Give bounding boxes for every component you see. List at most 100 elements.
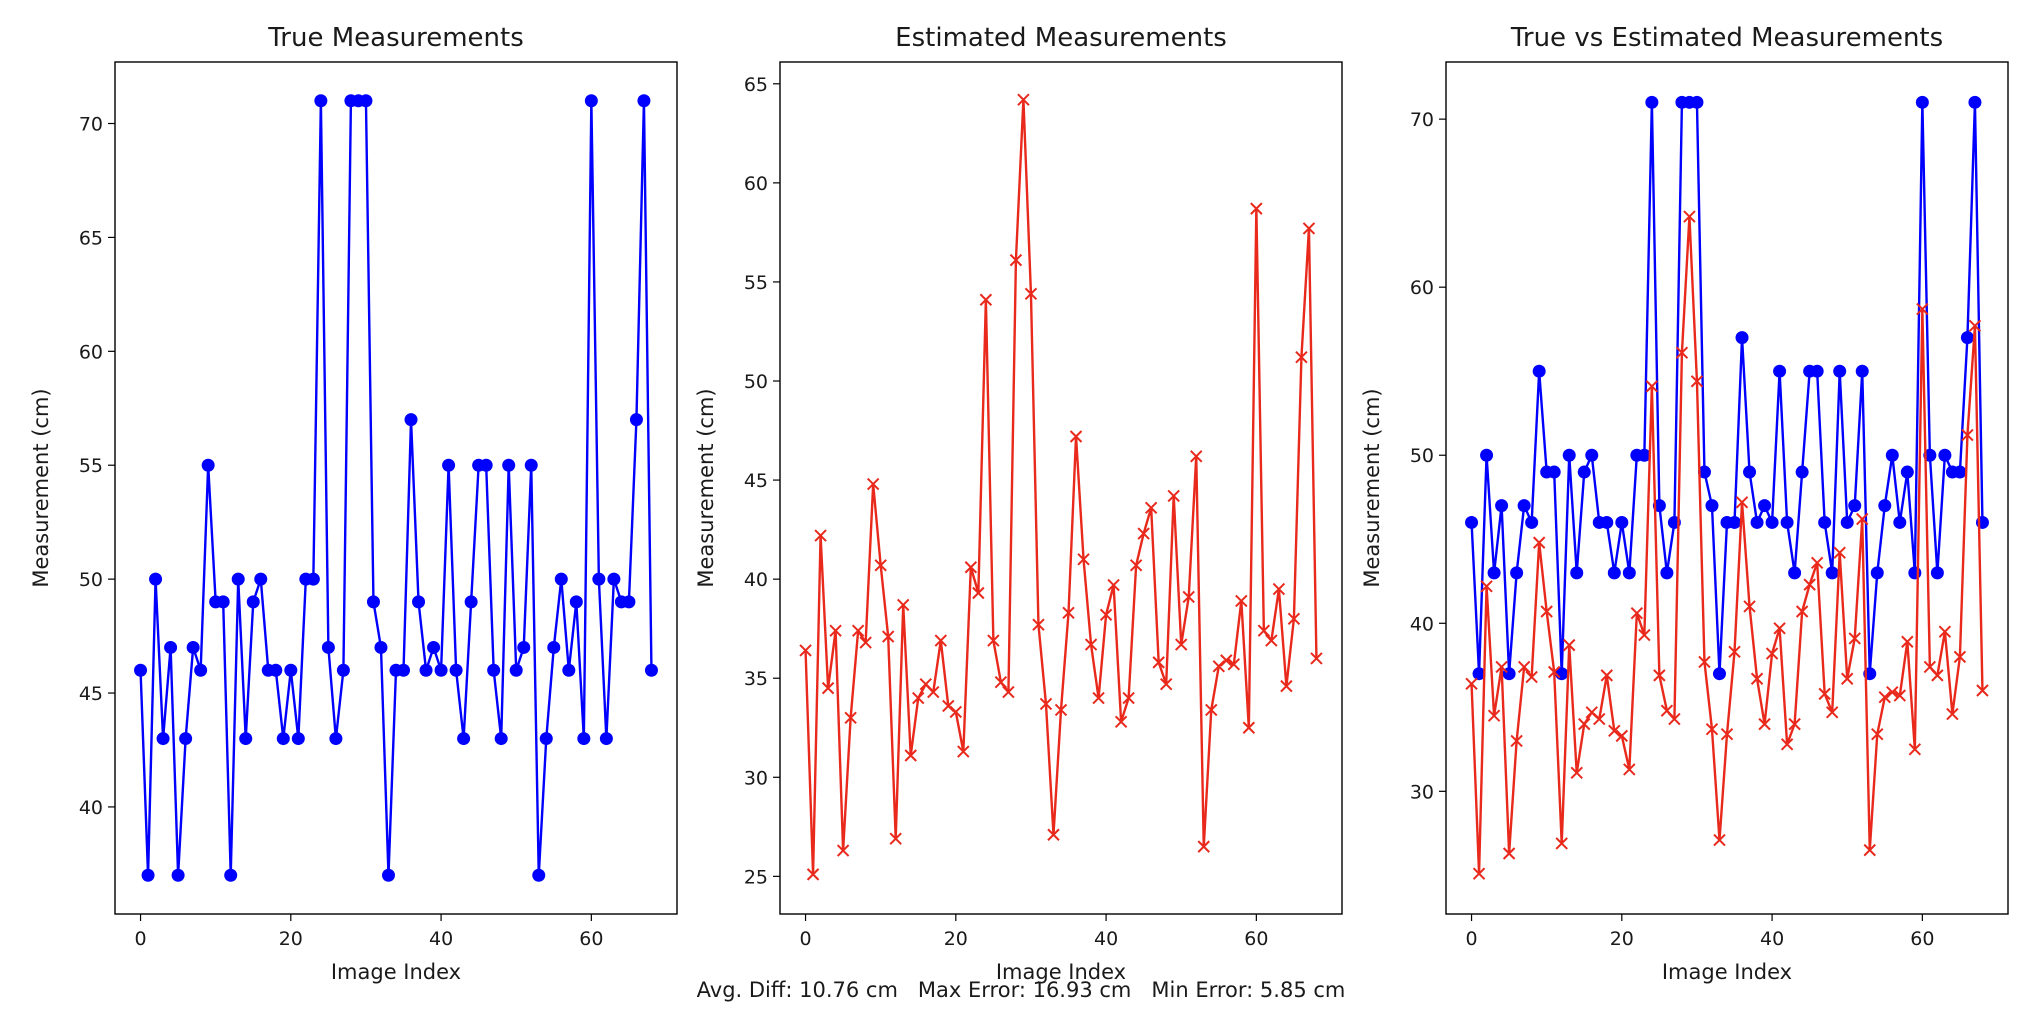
x-tick-label: 0	[1465, 928, 1477, 950]
data-point	[216, 595, 230, 609]
data-point	[464, 595, 478, 609]
y-tick-label: 40	[744, 569, 768, 591]
data-point	[592, 572, 606, 586]
data-point	[194, 663, 208, 677]
data-point	[1009, 253, 1023, 267]
data-point	[1099, 608, 1113, 622]
data-point	[1938, 448, 1952, 462]
data-point	[1886, 685, 1899, 699]
x-tick-label: 40	[1094, 928, 1118, 950]
x-tick-label: 60	[1244, 928, 1268, 950]
data-point	[866, 477, 880, 491]
data-point	[1547, 465, 1561, 479]
x-tick-label: 0	[134, 928, 146, 950]
x-axis-label: Image Index	[331, 960, 461, 984]
data-point	[949, 705, 963, 719]
y-tick-label: 65	[79, 227, 103, 249]
data-point	[1212, 660, 1225, 673]
data-point	[1750, 672, 1764, 685]
data-point	[1084, 638, 1098, 651]
data-point	[314, 94, 328, 108]
data-point	[1250, 202, 1263, 215]
data-point	[1750, 515, 1764, 529]
data-point	[994, 675, 1008, 689]
x-tick-label: 0	[799, 928, 811, 950]
data-point	[1047, 828, 1060, 841]
data-point	[171, 868, 185, 882]
data-point	[1818, 515, 1832, 529]
data-point	[934, 634, 947, 647]
data-point	[179, 732, 193, 746]
y-tick-label: 40	[1410, 613, 1434, 635]
data-point	[836, 844, 850, 857]
data-point	[1788, 717, 1801, 731]
data-point	[1190, 450, 1203, 463]
data-point	[897, 598, 910, 612]
data-point	[1532, 364, 1546, 378]
plot-frame	[779, 61, 1343, 915]
data-point	[1220, 654, 1233, 667]
data-point	[912, 691, 925, 705]
data-point	[1683, 210, 1696, 223]
data-point	[1780, 738, 1794, 751]
data-point	[1841, 672, 1854, 685]
data-point	[502, 458, 516, 472]
data-point	[517, 640, 531, 654]
y-tick-label: 50	[1410, 445, 1434, 467]
data-point	[1773, 364, 1787, 378]
data-point	[1840, 515, 1854, 529]
data-point	[1054, 703, 1068, 717]
data-point	[1653, 669, 1666, 682]
x-tick-label: 20	[279, 928, 303, 950]
data-point	[1630, 606, 1644, 620]
data-point	[821, 681, 835, 695]
data-point	[1547, 665, 1561, 679]
data-point	[457, 732, 471, 746]
y-tick-label: 45	[79, 683, 103, 705]
true-measurements-panel: 0 20 40 60 40 45 50 55 60 65 70 True Measurements Im…	[29, 23, 678, 984]
data-point	[1310, 652, 1323, 665]
data-point	[1690, 95, 1704, 109]
data-point	[1532, 536, 1546, 549]
data-point	[284, 663, 298, 677]
y-tick-label: 45	[744, 470, 768, 492]
data-point	[291, 732, 305, 746]
data-point	[1878, 499, 1892, 513]
data-point	[269, 663, 283, 677]
data-point	[1788, 566, 1802, 580]
data-point	[1803, 578, 1816, 591]
data-point	[1510, 734, 1523, 748]
data-point	[851, 624, 865, 637]
data-point	[1607, 566, 1621, 580]
data-point	[1570, 766, 1583, 780]
data-point	[1968, 95, 1982, 109]
data-point	[141, 868, 155, 882]
data-point	[1563, 638, 1576, 652]
data-point	[329, 732, 343, 746]
chart-title: True Measurements	[267, 23, 524, 53]
series-0	[799, 93, 1323, 881]
data-point	[1265, 634, 1278, 647]
plot-frame	[114, 61, 678, 915]
data-point	[1600, 515, 1614, 529]
data-point	[1077, 553, 1090, 566]
data-point	[201, 458, 215, 472]
data-point	[1472, 867, 1486, 880]
data-point	[1502, 847, 1516, 860]
data-point	[336, 663, 350, 677]
y-tick-label: 50	[79, 569, 103, 591]
data-point	[1961, 428, 1974, 442]
data-point	[1114, 715, 1128, 729]
data-point	[1645, 95, 1659, 109]
data-point	[1878, 691, 1891, 704]
data-point	[1465, 515, 1479, 529]
data-point	[254, 572, 268, 586]
data-point	[246, 595, 260, 609]
data-point	[1795, 605, 1809, 618]
data-point	[306, 572, 320, 586]
data-point	[1908, 743, 1922, 756]
y-tick-label: 65	[744, 74, 768, 96]
data-point	[1825, 706, 1839, 719]
y-tick-label: 35	[744, 668, 768, 690]
data-point	[1175, 638, 1188, 651]
